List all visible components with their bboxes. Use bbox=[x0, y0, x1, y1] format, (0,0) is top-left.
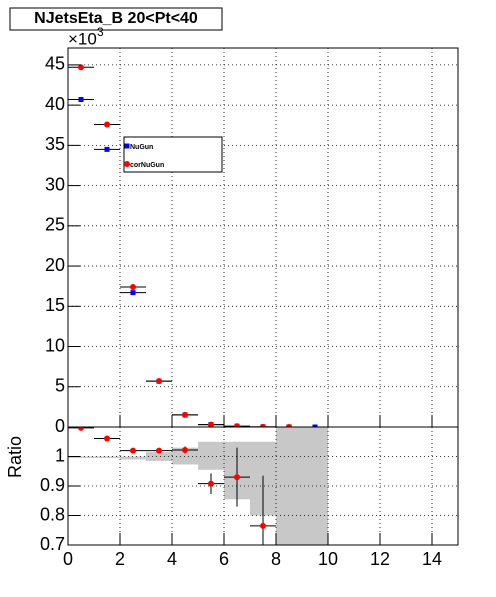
x-tick-label: 12 bbox=[370, 549, 390, 569]
y-tick-label: 20 bbox=[45, 255, 65, 275]
y-tick-label: 0 bbox=[55, 416, 65, 436]
uncertainty-band bbox=[172, 447, 198, 465]
marker bbox=[208, 480, 214, 487]
marker bbox=[260, 423, 266, 427]
marker bbox=[234, 474, 240, 481]
marker bbox=[156, 378, 162, 385]
legend-marker bbox=[124, 161, 130, 167]
marker bbox=[234, 423, 240, 427]
uncertainty-band bbox=[302, 427, 328, 545]
marker bbox=[286, 423, 292, 427]
x-tick-label: 0 bbox=[63, 549, 73, 569]
y-tick-label: 30 bbox=[45, 174, 65, 194]
x-tick-label: 2 bbox=[115, 549, 125, 569]
y-tick-label: 5 bbox=[55, 376, 65, 396]
marker bbox=[78, 64, 84, 71]
chart-title: NJetsEta_B 20<Pt<40 bbox=[34, 10, 198, 27]
x-tick-label: 10 bbox=[318, 549, 338, 569]
y-tick-label: 40 bbox=[45, 94, 65, 114]
marker bbox=[78, 96, 84, 102]
y-tick-label: 10 bbox=[45, 335, 65, 355]
x-tick-label: 8 bbox=[271, 549, 281, 569]
uncertainty-band bbox=[120, 456, 146, 460]
legend-label: NuGun bbox=[130, 144, 153, 151]
marker bbox=[182, 411, 188, 418]
legend-box bbox=[123, 136, 223, 173]
marker bbox=[312, 424, 318, 427]
y-tick-label: 25 bbox=[45, 215, 65, 235]
y-multiplier-exp: 3 bbox=[97, 25, 104, 39]
y-multiplier: ×10 bbox=[68, 29, 97, 48]
uncertainty-band bbox=[198, 441, 224, 470]
legend: NuGun corNuGun bbox=[123, 136, 223, 173]
y-tick-label: 15 bbox=[45, 295, 65, 315]
uncertainty-band bbox=[146, 452, 172, 461]
marker bbox=[104, 435, 110, 442]
y-tick-label: 45 bbox=[45, 54, 65, 74]
marker bbox=[130, 447, 136, 454]
legend-label: corNuGun bbox=[130, 162, 164, 169]
title-box bbox=[9, 7, 223, 31]
y-tick-label: 0.9 bbox=[40, 475, 65, 495]
legend-marker bbox=[124, 143, 130, 149]
marker bbox=[78, 427, 84, 431]
uncertainty-band bbox=[94, 456, 120, 458]
y-tick-label: 0.8 bbox=[40, 504, 65, 524]
top-plot bbox=[68, 64, 328, 427]
y-axis-label: Ratio bbox=[5, 436, 25, 478]
plot-frame bbox=[67, 426, 459, 546]
marker bbox=[182, 447, 188, 454]
x-tick-label: 14 bbox=[422, 549, 442, 569]
marker bbox=[104, 121, 110, 128]
x-tick-label: 6 bbox=[219, 549, 229, 569]
y-tick-label: 0.7 bbox=[40, 534, 65, 554]
marker bbox=[130, 283, 136, 290]
y-tick-label: 1 bbox=[55, 445, 65, 465]
marker bbox=[156, 447, 162, 454]
plot-frame bbox=[67, 47, 459, 428]
uncertainty-band bbox=[68, 456, 94, 458]
marker bbox=[260, 522, 266, 529]
x-tick-label: 4 bbox=[167, 549, 177, 569]
marker bbox=[208, 421, 214, 427]
marker bbox=[104, 146, 110, 152]
y-tick-label: 35 bbox=[45, 134, 65, 154]
ratio-plot bbox=[68, 427, 328, 545]
marker bbox=[130, 290, 136, 296]
